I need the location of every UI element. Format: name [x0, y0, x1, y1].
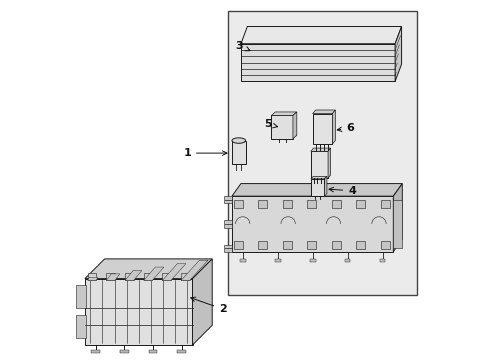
Text: 4: 4 — [328, 186, 355, 196]
Bar — [258, 200, 266, 208]
Bar — [274, 259, 280, 262]
Polygon shape — [241, 44, 394, 81]
Polygon shape — [394, 27, 401, 81]
Bar — [392, 200, 402, 248]
Bar — [380, 241, 389, 249]
Bar — [106, 273, 115, 280]
Bar — [91, 350, 100, 353]
Bar — [258, 241, 266, 249]
Bar — [76, 285, 86, 309]
Bar — [224, 220, 231, 228]
Polygon shape — [312, 110, 335, 114]
Polygon shape — [392, 184, 402, 252]
Bar — [331, 241, 340, 249]
Polygon shape — [241, 27, 401, 44]
Polygon shape — [125, 270, 142, 280]
Ellipse shape — [231, 138, 245, 143]
Polygon shape — [332, 110, 335, 144]
Text: 5: 5 — [264, 120, 277, 129]
Bar — [233, 200, 242, 208]
Bar — [181, 273, 189, 280]
Polygon shape — [310, 176, 326, 179]
Bar — [271, 116, 292, 139]
Bar — [306, 241, 316, 249]
Text: 1: 1 — [183, 148, 226, 158]
Polygon shape — [310, 148, 330, 151]
Bar — [239, 259, 245, 262]
Bar — [331, 200, 340, 208]
Polygon shape — [162, 264, 185, 280]
Text: 6: 6 — [337, 123, 353, 133]
Bar — [310, 151, 327, 178]
Bar — [309, 259, 315, 262]
Polygon shape — [85, 259, 212, 279]
Bar — [125, 273, 133, 280]
Bar — [88, 273, 96, 280]
Bar — [76, 315, 86, 338]
Text: 3: 3 — [235, 41, 249, 51]
Bar — [306, 200, 316, 208]
Bar — [148, 350, 157, 353]
Polygon shape — [181, 260, 207, 280]
Polygon shape — [327, 148, 330, 178]
Bar — [162, 273, 171, 280]
Bar — [379, 259, 385, 262]
Bar — [233, 241, 242, 249]
Polygon shape — [324, 176, 326, 196]
Bar — [224, 196, 231, 203]
Bar — [143, 273, 152, 280]
Bar — [356, 200, 365, 208]
Polygon shape — [143, 267, 163, 280]
Polygon shape — [271, 112, 296, 116]
Polygon shape — [88, 277, 98, 280]
Polygon shape — [106, 274, 120, 280]
Bar — [120, 350, 128, 353]
Bar — [231, 140, 245, 164]
Bar — [224, 244, 231, 252]
Bar — [312, 114, 332, 144]
Bar — [282, 200, 291, 208]
Bar — [177, 350, 185, 353]
Polygon shape — [231, 184, 402, 196]
Polygon shape — [192, 259, 212, 345]
Bar — [344, 259, 350, 262]
Polygon shape — [292, 112, 296, 139]
Bar — [228, 12, 416, 295]
Bar — [282, 241, 291, 249]
Bar — [380, 200, 389, 208]
Bar — [356, 241, 365, 249]
Polygon shape — [85, 279, 192, 345]
Text: 2: 2 — [190, 297, 226, 314]
Bar — [231, 196, 392, 252]
Bar — [310, 179, 324, 196]
